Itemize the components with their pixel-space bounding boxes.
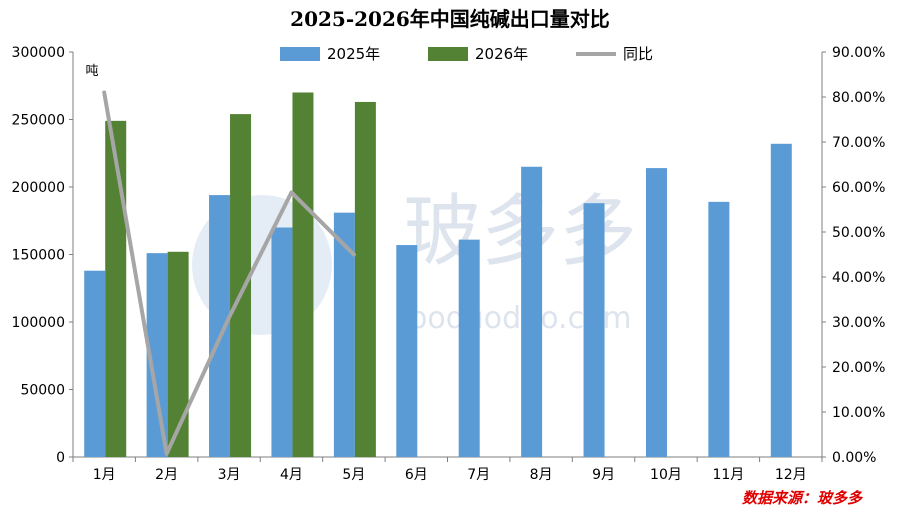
x-tick-label: 2月 bbox=[155, 467, 178, 483]
y-left-tick-label: 300000 bbox=[12, 45, 65, 61]
y-left-tick-label: 250000 bbox=[12, 113, 65, 129]
y-left-tick-label: 100000 bbox=[12, 315, 65, 331]
y-right-tick-label: 10.00% bbox=[832, 405, 885, 421]
y-left-tick-label: 0 bbox=[56, 450, 65, 466]
unit-label: 吨 bbox=[85, 64, 98, 79]
x-tick-label: 6月 bbox=[405, 467, 428, 483]
bar-2026 bbox=[167, 251, 189, 457]
y-right-tick-label: 30.00% bbox=[832, 315, 885, 331]
y-right-tick-label: 40.00% bbox=[832, 270, 885, 286]
legend: 2025年 2026年 同比 bbox=[280, 45, 653, 63]
bar-2026 bbox=[354, 101, 376, 457]
x-tick-label: 5月 bbox=[342, 467, 365, 483]
legend-swatch-1 bbox=[428, 47, 468, 61]
bar-2025 bbox=[458, 239, 480, 457]
axes: 0 50000 100000 150000 200000 250000 300000 0.00… bbox=[12, 45, 886, 483]
yoy-line bbox=[102, 90, 356, 456]
y-right-tick-label: 20.00% bbox=[832, 360, 885, 376]
line-series-yoy bbox=[102, 90, 356, 456]
legend-label-0: 2025年 bbox=[327, 45, 380, 63]
y-left-tick-label: 150000 bbox=[12, 248, 65, 264]
x-tick-label: 7月 bbox=[467, 467, 490, 483]
legend-label-1: 2026年 bbox=[475, 45, 528, 63]
bar-2025 bbox=[146, 253, 168, 457]
y-right-tick-label: 60.00% bbox=[832, 180, 885, 196]
bar-2025 bbox=[396, 245, 418, 457]
data-source: 数据来源：玻多多 bbox=[742, 489, 863, 507]
bar-2026 bbox=[292, 92, 314, 457]
legend-label-2: 同比 bbox=[623, 45, 653, 63]
bar-2025 bbox=[521, 166, 543, 457]
y-right-tick-label: 50.00% bbox=[832, 225, 885, 241]
bar-2025 bbox=[333, 212, 355, 457]
bar-2026 bbox=[230, 114, 252, 457]
bar-2025 bbox=[708, 201, 730, 457]
chart-title: 2025-2026年中国纯碱出口量对比 bbox=[290, 7, 610, 31]
x-tick-label: 9月 bbox=[592, 467, 615, 483]
x-tick-label: 10月 bbox=[650, 467, 682, 483]
y-right-tick-label: 80.00% bbox=[832, 90, 885, 106]
y-right-tick-label: 90.00% bbox=[832, 45, 885, 61]
y-right-tick-label: 0.00% bbox=[832, 450, 876, 466]
bar-2025 bbox=[770, 143, 792, 458]
bars bbox=[84, 92, 792, 458]
bar-2025 bbox=[645, 168, 667, 457]
x-tick-label: 4月 bbox=[280, 467, 303, 483]
x-tick-label: 3月 bbox=[218, 467, 241, 483]
y-left-tick-label: 50000 bbox=[20, 383, 65, 399]
x-tick-label: 11月 bbox=[712, 467, 744, 483]
bar-2026 bbox=[105, 120, 127, 457]
legend-swatch-0 bbox=[280, 47, 320, 61]
x-tick-label: 1月 bbox=[93, 467, 116, 483]
x-tick-label: 12月 bbox=[775, 467, 807, 483]
bar-2025 bbox=[209, 195, 231, 457]
bar-2025 bbox=[583, 203, 605, 457]
x-tick-label: 8月 bbox=[530, 467, 553, 483]
y-left-tick-label: 200000 bbox=[12, 180, 65, 196]
bar-2025 bbox=[84, 270, 106, 457]
y-right-tick-label: 70.00% bbox=[832, 135, 885, 151]
bar-2025 bbox=[271, 227, 293, 457]
